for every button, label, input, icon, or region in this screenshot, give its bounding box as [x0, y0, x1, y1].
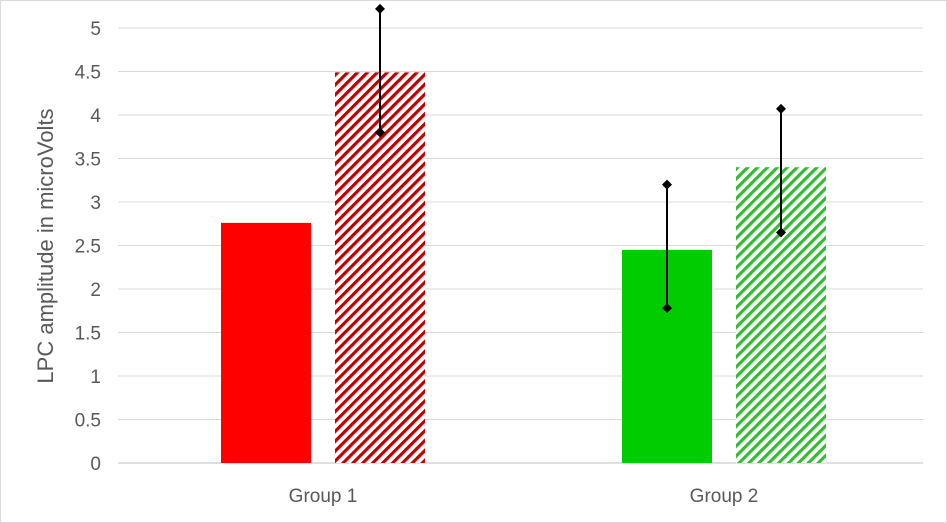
error-bars — [375, 3, 786, 314]
error-bar-marker — [375, 127, 385, 138]
bar-group-1-1 — [221, 222, 311, 463]
y-tick-label: 2.5 — [75, 237, 101, 258]
bars — [221, 72, 826, 464]
error-bar-marker — [776, 103, 786, 114]
error-bar-marker — [662, 303, 672, 314]
x-axis-tick-labels: Group 1 Group 2 — [289, 486, 759, 507]
error-bar-marker — [662, 179, 672, 190]
y-tick-label: 3 — [90, 193, 101, 214]
x-tick-label: Group 1 — [289, 486, 358, 507]
y-tick-label: 0.5 — [75, 411, 101, 432]
y-tick-label: 3.5 — [75, 150, 101, 171]
x-tick-label: Group 2 — [690, 486, 759, 507]
y-tick-label: 1.5 — [75, 324, 101, 345]
y-tick-label: 2 — [90, 280, 101, 301]
y-tick-label: 0 — [90, 454, 101, 475]
error-bar-marker — [776, 227, 786, 238]
y-tick-label: 4.5 — [75, 63, 101, 84]
y-tick-label: 1 — [90, 367, 101, 388]
bar-group-1-2 — [335, 72, 425, 464]
y-axis-tick-labels: 0 0.5 1 1.5 2 2.5 3 3.5 4 4.5 5 — [75, 19, 102, 475]
error-bar-marker — [375, 3, 385, 14]
y-axis-title: LPC amplitude in microVolts — [33, 108, 58, 383]
y-tick-label: 5 — [90, 19, 101, 40]
y-tick-label: 4 — [90, 106, 101, 127]
